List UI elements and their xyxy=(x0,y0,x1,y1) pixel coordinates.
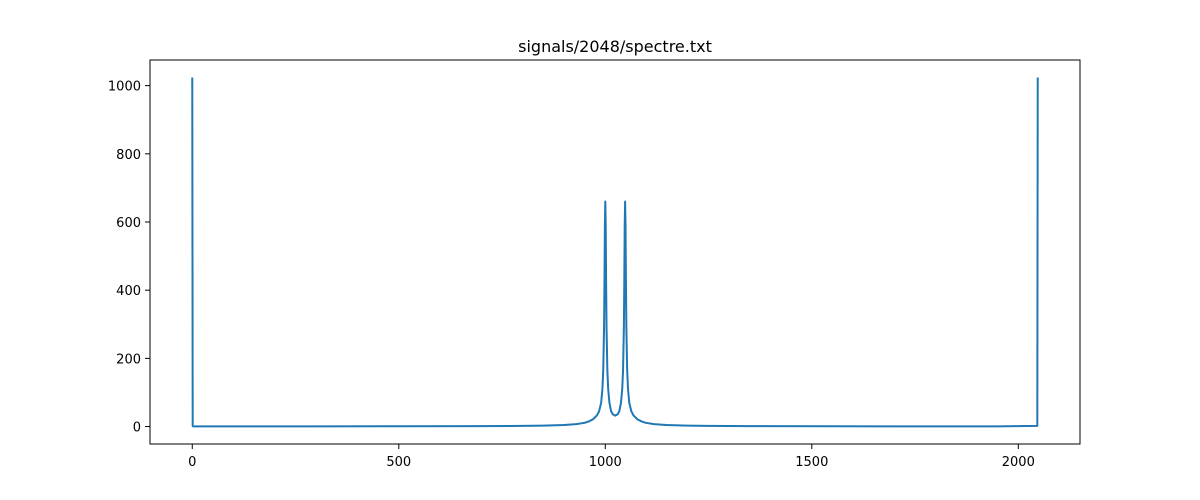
y-axis: 0 200 400 600 800 1000 xyxy=(108,80,150,436)
x-tick-label: 500 xyxy=(386,455,411,470)
y-tick-label: 1000 xyxy=(108,80,141,95)
x-tick-label: 0 xyxy=(188,455,196,470)
y-tick-label: 400 xyxy=(116,284,141,299)
y-tick-label: 600 xyxy=(116,216,141,231)
plot-area xyxy=(191,77,1039,428)
series-line-0 xyxy=(191,77,1039,428)
axes-frame xyxy=(149,59,1081,445)
chart-title: signals/2048/spectre.txt xyxy=(518,37,712,56)
y-tick-label: 0 xyxy=(133,421,141,436)
x-axis: 0 500 1000 1500 2000 xyxy=(188,444,1035,470)
x-tick-label: 1500 xyxy=(795,455,828,470)
x-tick-label: 1000 xyxy=(589,455,622,470)
y-tick-label: 800 xyxy=(116,148,141,163)
x-tick-label: 2000 xyxy=(1002,455,1035,470)
y-tick-label: 200 xyxy=(116,352,141,367)
